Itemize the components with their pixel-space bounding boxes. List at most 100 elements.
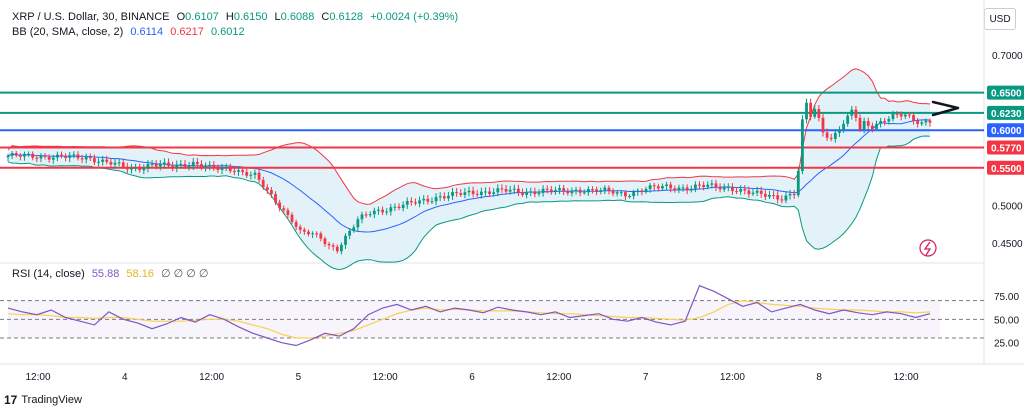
currency-button[interactable]: USD xyxy=(984,8,1016,30)
candle-body xyxy=(714,183,718,187)
candle-body xyxy=(866,120,870,126)
tradingview-footer[interactable]: 17 TradingView xyxy=(4,391,82,409)
candle-body xyxy=(409,200,413,203)
candle-body xyxy=(702,184,706,188)
candle-body xyxy=(14,153,18,156)
candle-body xyxy=(541,188,545,193)
candle-body xyxy=(825,132,829,138)
bb-lower-value: 0.6012 xyxy=(210,26,245,38)
bb-upper-line xyxy=(7,68,931,205)
rsi-ma-value: 58.16 xyxy=(126,268,154,280)
candle-body xyxy=(801,119,804,171)
candle-body xyxy=(710,183,714,185)
candle-body xyxy=(130,168,133,170)
candle-body xyxy=(51,157,55,160)
time-tick-8: 12:00 xyxy=(720,372,745,383)
rsi-value: 55.88 xyxy=(91,268,120,280)
level-tag-2 xyxy=(987,123,1024,138)
candle-body xyxy=(319,233,323,239)
candle-body xyxy=(364,214,368,216)
candle-body xyxy=(640,190,644,192)
candle-body xyxy=(286,210,290,215)
candle-body xyxy=(64,156,68,158)
candle-body xyxy=(759,190,763,194)
candle-body xyxy=(772,194,775,196)
level-label-3: 0.5770 xyxy=(991,143,1022,154)
candle-body xyxy=(805,102,808,120)
candle-body xyxy=(784,195,788,201)
candle-body xyxy=(377,209,380,211)
candle-body xyxy=(492,192,496,194)
candle-body xyxy=(154,164,158,167)
arrow-annotation-icon xyxy=(931,100,960,117)
candle-body xyxy=(681,187,685,189)
candle-body xyxy=(500,188,504,190)
time-tick-10: 12:00 xyxy=(893,372,918,383)
candle-body xyxy=(529,191,533,193)
candle-body xyxy=(735,191,738,193)
candle-body xyxy=(278,202,282,209)
candle-body xyxy=(591,189,594,191)
level-tag-4 xyxy=(987,160,1024,175)
candle-body xyxy=(335,246,339,252)
time-tick-4: 12:00 xyxy=(373,372,398,383)
time-tick-5: 6 xyxy=(469,372,475,383)
candle-body xyxy=(677,187,681,191)
candle-body xyxy=(920,122,924,124)
candle-body xyxy=(163,162,166,165)
candle-body xyxy=(426,198,430,202)
candle-body xyxy=(903,114,907,117)
candle-body xyxy=(241,170,245,172)
tradingview-brand: TradingView xyxy=(21,394,82,406)
candle-body xyxy=(488,191,491,194)
candle-body xyxy=(661,186,664,189)
candle-body xyxy=(191,161,195,166)
candle-body xyxy=(858,117,862,130)
candle-body xyxy=(220,167,224,171)
candle-body xyxy=(879,120,883,124)
candle-body xyxy=(574,189,578,191)
candle-body xyxy=(883,120,887,122)
candle-body xyxy=(698,184,701,186)
candle-body xyxy=(562,188,566,192)
bb-legend[interactable]: BB (20, SMA, close, 2) 0.6114 0.6217 0.6… xyxy=(12,26,249,38)
candle-body xyxy=(35,157,39,159)
candle-body xyxy=(899,114,903,117)
candle-body xyxy=(624,192,627,197)
candle-body xyxy=(496,188,500,193)
bb-upper-value: 0.6217 xyxy=(170,26,204,38)
candle-body xyxy=(731,186,734,192)
time-tick-7: 7 xyxy=(643,372,649,383)
candle-body xyxy=(751,192,755,195)
candle-body xyxy=(39,155,43,159)
candle-body xyxy=(636,190,640,192)
rsi-legend[interactable]: RSI (14, close) 55.88 58.16 ∅ ∅ ∅ ∅ xyxy=(12,267,213,280)
candle-body xyxy=(673,188,677,191)
candle-body xyxy=(228,167,232,172)
level-label-0: 0.6500 xyxy=(991,89,1022,100)
level-label-2: 0.6000 xyxy=(991,126,1022,137)
symbol-legend[interactable]: XRP / U.S. Dollar, 30, BINANCE OC0.6107 … xyxy=(12,11,462,23)
candle-body xyxy=(582,192,586,194)
candle-body xyxy=(467,190,471,193)
candle-body xyxy=(422,198,426,201)
candle-body xyxy=(60,154,63,157)
candle-body xyxy=(895,113,899,115)
candle-body xyxy=(249,174,253,176)
candle-body xyxy=(323,238,327,244)
candle-body xyxy=(204,166,207,168)
candle-body xyxy=(484,191,487,193)
candle-body xyxy=(447,195,450,199)
candle-body xyxy=(142,168,146,171)
candle-body xyxy=(302,229,306,232)
close-value: C0.6128 xyxy=(321,11,363,23)
candle-body xyxy=(558,188,561,191)
candle-body xyxy=(311,233,314,235)
candle-body xyxy=(615,192,619,194)
candle-body xyxy=(113,162,117,165)
candle-body xyxy=(265,187,269,191)
candle-body xyxy=(101,159,105,162)
bb-basis-line xyxy=(7,119,931,233)
low-value: L0.6088 xyxy=(274,11,315,23)
